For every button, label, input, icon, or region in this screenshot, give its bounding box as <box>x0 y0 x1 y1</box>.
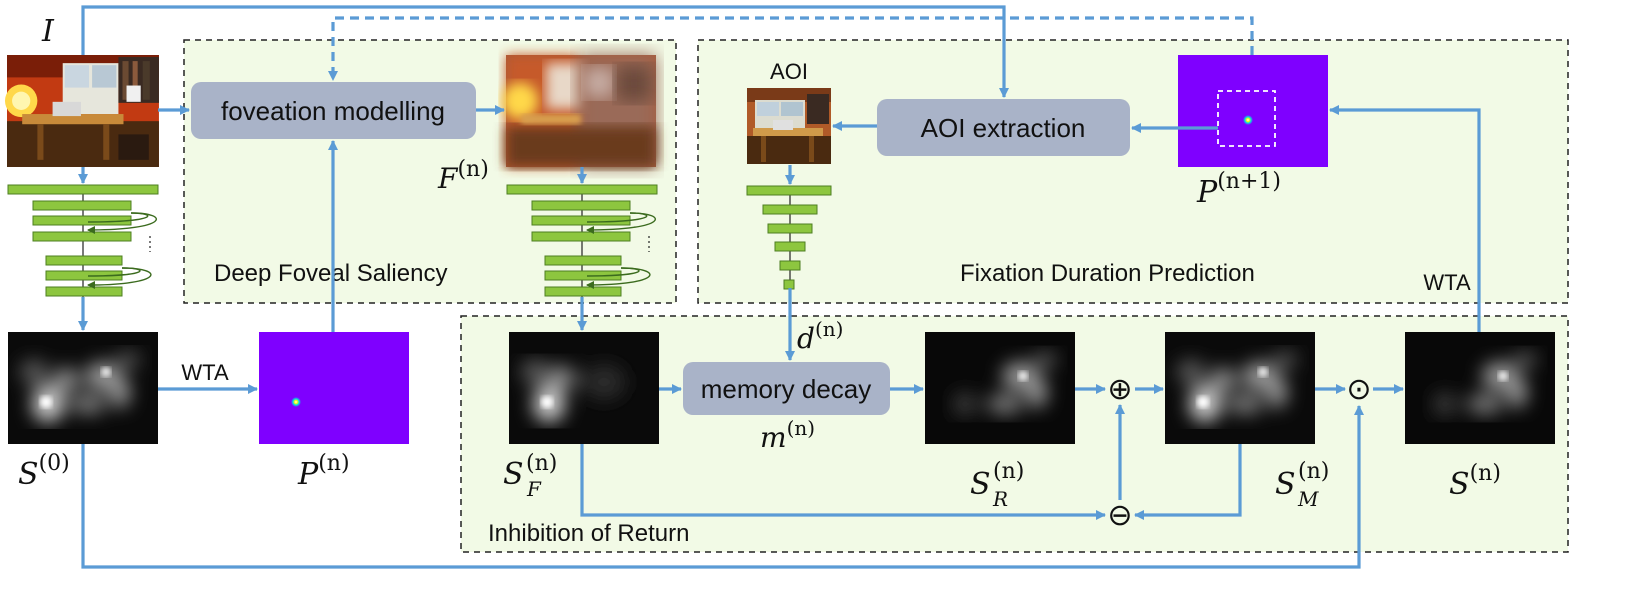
sn-symbol: S(n) <box>1449 461 1501 502</box>
arrow-input-to-aoi-extraction <box>81 5 1009 98</box>
initial-saliency-map <box>8 332 158 444</box>
cnn-stack-middle <box>506 184 658 297</box>
memory-decay-text: memory decay <box>701 374 872 404</box>
arrow-sm-to-minus <box>1134 444 1242 520</box>
svg-text:S: S <box>1275 467 1296 502</box>
input-image-symbol: I <box>41 14 55 49</box>
decayed-saliency-map <box>925 332 1075 444</box>
input-image <box>4 55 159 167</box>
aoi-label: AOI <box>770 59 808 84</box>
fixation-probability-map <box>259 332 409 444</box>
aoi-extraction-block: AOI extraction <box>877 99 1130 156</box>
fixation-duration-panel <box>697 39 1569 304</box>
mn-symbol: m(n) <box>760 416 815 454</box>
foveation-modelling-text: foveation modelling <box>221 96 445 126</box>
memory-decay-block: memory decay <box>683 362 890 415</box>
foveated-image <box>502 55 656 167</box>
svg-text:S: S <box>503 457 524 492</box>
sf-symbol: S (n) F <box>503 451 557 501</box>
aoi-image <box>747 88 831 164</box>
svg-text:S: S <box>970 467 991 502</box>
wta-label-left: WTA <box>181 360 229 385</box>
svg-text:(n): (n) <box>526 451 557 476</box>
foveated-image-symbol: F(n) <box>437 157 489 195</box>
s0-symbol: S(0) <box>18 451 70 492</box>
arrow-sf-to-minus <box>580 444 1106 520</box>
foveal-saliency-map <box>509 332 659 444</box>
svg-text:M: M <box>1297 487 1319 511</box>
fixation-duration-label: Fixation Duration Prediction <box>960 260 1255 287</box>
dot-operator: ⊙ <box>1346 373 1371 406</box>
svg-text:(n): (n) <box>1298 459 1329 484</box>
sm-symbol: S (n) M <box>1275 459 1329 511</box>
arrow-s0-to-dot <box>81 405 1364 569</box>
svg-text:F: F <box>526 477 542 501</box>
svg-text:R: R <box>992 487 1008 511</box>
deep-foveal-saliency-label: Deep Foveal Saliency <box>214 260 447 287</box>
pn1-symbol: P(n+1) <box>1196 169 1281 210</box>
cnn-stack-left <box>7 184 159 297</box>
wta-label-right: WTA <box>1423 270 1471 295</box>
aoi-extraction-text: AOI extraction <box>921 113 1086 143</box>
pn-symbol: P(n) <box>297 451 350 492</box>
svg-text:(n): (n) <box>993 459 1024 484</box>
minus-operator: ⊖ <box>1107 499 1132 532</box>
output-saliency-map <box>1405 332 1555 444</box>
dn-symbol: d(n) <box>797 317 843 355</box>
memory-saliency-map <box>1165 332 1315 444</box>
plus-operator: ⊕ <box>1107 373 1132 406</box>
duration-network-stack <box>746 185 832 290</box>
next-fixation-probability-map <box>1178 55 1328 167</box>
inhibition-of-return-label: Inhibition of Return <box>488 520 689 547</box>
foveation-modelling-block: foveation modelling <box>191 82 476 139</box>
sr-symbol: S (n) R <box>970 459 1024 511</box>
arrow-feedback-dashed <box>328 16 1254 81</box>
arrow-sn-to-pn1 <box>1329 105 1481 332</box>
